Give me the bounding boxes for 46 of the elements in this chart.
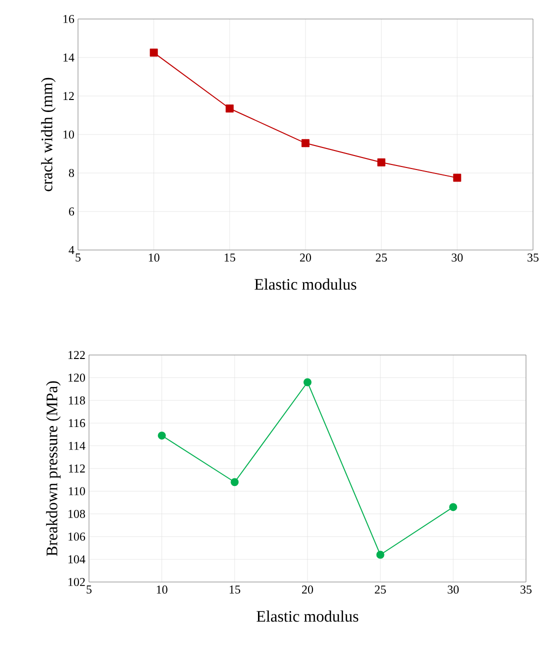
- x-tick-label: 30: [448, 586, 459, 594]
- y-tick-label: 112: [68, 464, 85, 472]
- point: [449, 503, 458, 512]
- y-tick-label: 116: [68, 419, 86, 428]
- y-tick-label: 14: [64, 54, 74, 62]
- x-tick-label: 25: [376, 254, 387, 262]
- y-tick-label: 120: [68, 374, 86, 382]
- x-tick-label: 25: [374, 586, 386, 594]
- point: [453, 174, 462, 182]
- x-tick-label: 35: [520, 586, 532, 594]
- point: [230, 478, 239, 486]
- y-tick-label: 8: [68, 168, 74, 178]
- x-axis-title: Elastic modulus: [256, 610, 358, 622]
- point: [150, 48, 158, 57]
- y-tick-label: 12: [64, 92, 74, 100]
- y-tick-label: 104: [68, 555, 86, 564]
- x-tick-label: 30: [452, 254, 463, 262]
- point: [226, 104, 234, 113]
- x-tick-label: 35: [528, 254, 539, 262]
- point: [302, 139, 310, 148]
- x-tick-label: 10: [148, 254, 160, 262]
- y-tick-label: 118: [68, 396, 86, 404]
- x-tick-label: 5: [86, 586, 92, 594]
- y-tick-label: 108: [68, 510, 86, 518]
- point: [376, 550, 384, 559]
- y-tick-label: 10: [64, 130, 74, 139]
- y-tick-label: 4: [68, 246, 74, 254]
- point: [377, 158, 386, 166]
- x-tick-label: 15: [230, 586, 240, 594]
- x-tick-label: 5: [76, 254, 81, 262]
- y-tick-label: 6: [68, 207, 74, 216]
- x-tick-label: 20: [300, 254, 312, 262]
- x-tick-label: 15: [224, 254, 236, 262]
- point: [304, 378, 312, 386]
- x-tick-label: 20: [302, 586, 314, 594]
- x-tick-label: 10: [156, 586, 168, 594]
- y-tick-label: 106: [68, 532, 86, 541]
- y-tick-label: 110: [68, 487, 86, 496]
- y-tick-label: 16: [64, 14, 74, 24]
- point: [158, 432, 166, 440]
- y-tick-label: 122: [68, 351, 85, 359]
- y-tick-label: 114: [68, 442, 86, 450]
- y-axis-title: Breakdown pressure (MPa): [46, 381, 61, 556]
- x-axis-title: Elastic modulus: [254, 278, 356, 290]
- y-tick-label: 102: [68, 578, 85, 586]
- y-axis-title: crack width (mm): [41, 78, 56, 192]
